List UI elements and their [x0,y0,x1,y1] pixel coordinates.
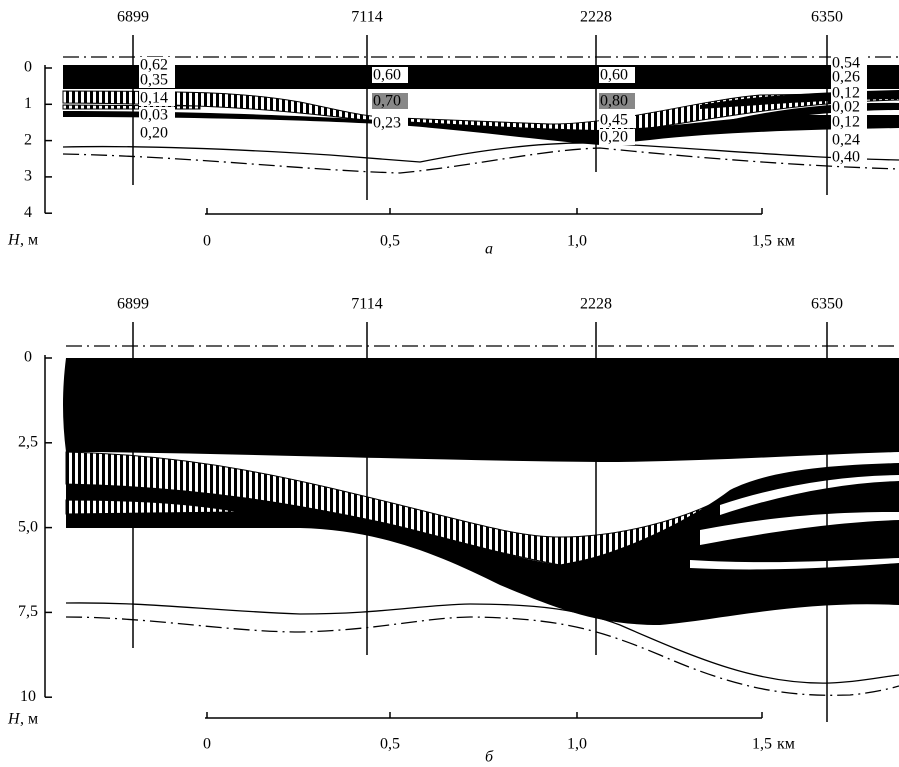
distance-tick-label: 1,0 [567,233,587,250]
depth-tick-label: 4 [24,204,32,221]
thickness-label: 0,45 [600,112,628,129]
distance-unit: км [777,736,795,753]
distance-tick-label: 0,5 [380,736,400,753]
depth-tick-label: 0 [24,59,32,76]
well-label: 6899 [117,296,149,313]
thickness-label: 0,70 [373,93,401,110]
well-label: 7114 [351,9,382,26]
distance-tick-label: 0,5 [380,233,400,250]
well-label: 2228 [580,296,612,313]
thickness-label: 0,40 [832,149,860,166]
thickness-label: 0,20 [600,129,628,146]
depth-unit: , м [20,232,38,249]
depth-symbol: H [7,711,21,728]
panel-label: б [485,749,494,766]
distance-tick-label: 0 [203,233,211,250]
depth-tick-label: 10 [20,688,36,705]
well-label: 6350 [811,296,843,313]
distance-tick-label: 0 [203,736,211,753]
thickness-label: 0,20 [140,125,168,142]
section-b-layers [63,346,899,695]
thickness-label: 0,60 [600,67,628,84]
depth-unit: , м [20,711,38,728]
thickness-label: 0,60 [373,67,401,84]
depth-tick-label: 2 [24,131,32,148]
depth-tick-label: 7,5 [18,603,38,620]
distance-tick-label: 1,5 [752,233,772,250]
distance-unit: км [777,233,795,250]
cross-sections: 689971142228635001234H, м00,51,01,5кма0,… [0,0,899,767]
well-label: 7114 [351,296,382,313]
thickness-label: 0,24 [832,132,860,149]
depth-tick-label: 3 [24,168,32,185]
well-label: 2228 [580,9,612,26]
depth-tick-label: 5,0 [18,518,38,535]
thickness-label: 0,14 [140,90,168,107]
thickness-label: 0,23 [373,115,401,132]
section-a-layers [63,57,899,173]
depth-tick-label: 0 [24,349,32,366]
thickness-label: 0,03 [140,107,168,124]
thickness-label: 0,80 [600,93,628,110]
well-label: 6899 [117,9,149,26]
distance-tick-label: 1,5 [752,736,772,753]
depth-tick-label: 1 [24,95,32,112]
panel-label: а [485,241,493,258]
depth-tick-label: 2,5 [18,433,38,450]
depth-symbol: H [7,232,21,249]
thickness-label: 0,26 [832,69,860,86]
thickness-label: 0,12 [832,114,860,131]
thickness-label: 0,35 [140,72,168,89]
well-label: 6350 [811,9,843,26]
distance-tick-label: 1,0 [567,736,587,753]
